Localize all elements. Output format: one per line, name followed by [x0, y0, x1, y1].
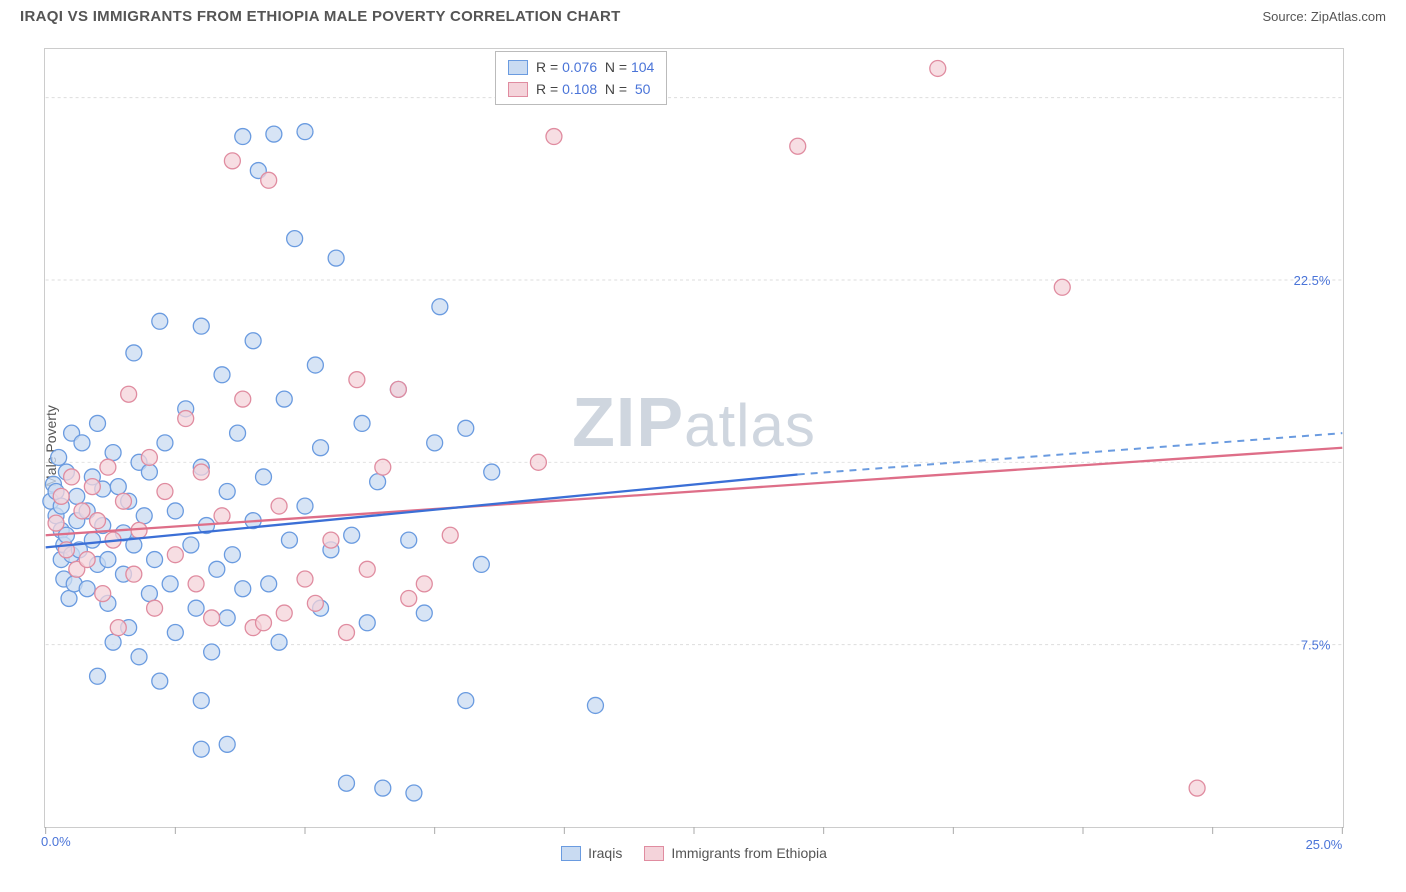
source-label: Source: ZipAtlas.com: [1262, 9, 1386, 24]
scatter-plot: 7.5%22.5%25.0%: [45, 49, 1343, 827]
swatch-series2: [508, 82, 528, 97]
legend-row-series1: R = 0.076 N = 104: [508, 56, 654, 78]
svg-text:7.5%: 7.5%: [1301, 638, 1331, 653]
chart-header: IRAQI VS IMMIGRANTS FROM ETHIOPIA MALE P…: [0, 0, 1406, 29]
swatch-series1: [508, 60, 528, 75]
series-legend: Iraqis Immigrants from Ethiopia: [45, 845, 1343, 861]
svg-text:22.5%: 22.5%: [1294, 273, 1331, 288]
swatch-series2-icon: [644, 846, 664, 861]
chart-title: IRAQI VS IMMIGRANTS FROM ETHIOPIA MALE P…: [20, 8, 621, 25]
legend-row-series2: R = 0.108 N = 50: [508, 78, 654, 100]
x-origin-label: 0.0%: [41, 834, 71, 849]
legend-item-series1: Iraqis: [561, 845, 622, 861]
correlation-legend: R = 0.076 N = 104 R = 0.108 N = 50: [495, 51, 667, 105]
chart-area: ZIPatlas 7.5%22.5%25.0% R = 0.076 N = 10…: [44, 48, 1344, 828]
swatch-series1-icon: [561, 846, 581, 861]
legend-item-series2: Immigrants from Ethiopia: [644, 845, 827, 861]
